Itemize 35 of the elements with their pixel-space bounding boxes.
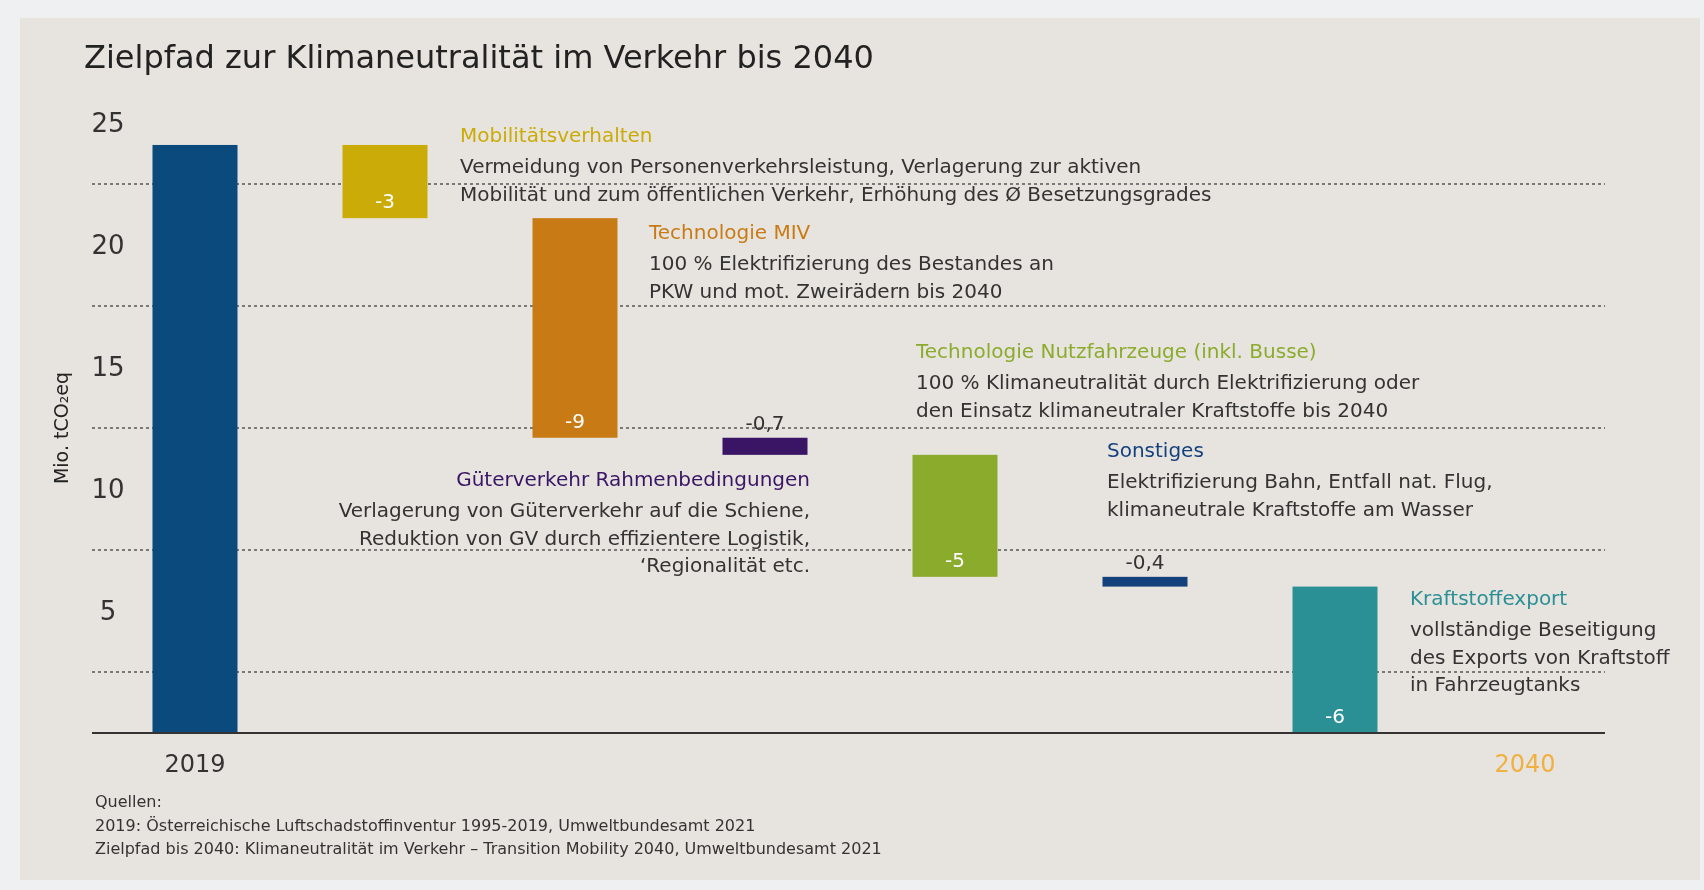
bar	[342, 144, 428, 219]
chart-title: Zielpfad zur Klimaneutralität im Verkehr bis 2040	[84, 38, 874, 76]
bar	[1102, 576, 1188, 587]
bar	[152, 144, 238, 733]
annotation: Güterverkehr Rahmenbedingungen	[456, 467, 810, 491]
data-label: -9	[565, 408, 585, 433]
data-label: -5	[945, 547, 965, 572]
annotation: Technologie Nutzfahrzeuge (inkl. Busse)	[915, 339, 1317, 363]
annotation: Mobilitätsverhalten	[460, 123, 653, 147]
annotation: Technologie MIV	[648, 220, 811, 244]
x-tick-label: 2019	[164, 750, 226, 778]
y-axis-title: Mio. tCO₂eq	[50, 371, 72, 485]
annotation: Sonstiges	[1107, 438, 1204, 462]
annotation: 100 % Elektrifizierung des Bestandes an PKW und mot. Zweirädern bis 2040	[649, 251, 1054, 303]
y-tick-label: 20	[91, 230, 125, 261]
data-label: -0,4	[1125, 549, 1165, 574]
annotation: Kraftstoffexport	[1410, 586, 1568, 610]
data-label: -6	[1325, 704, 1345, 728]
y-tick-label: 25	[91, 108, 125, 139]
x-tick-label: 2040	[1494, 750, 1556, 778]
bar	[532, 218, 618, 438]
annotation: vollständige Beseitigung des Exports von Kraftstoff in Fahrzeugtanks	[1410, 617, 1671, 696]
data-label: -3	[375, 189, 395, 214]
data-label: -0,7	[745, 410, 785, 435]
source-note: Quellen: 2019: Österreichische Luftschadstoffinventur 1995-2019, Umweltbundesamt 2021 Zielpfad bis 2040: Klimaneutralität im Verkehr – Transition Mobility 2040, Umweltbundesamt 2021	[95, 792, 882, 858]
y-tick-label: 10	[91, 474, 125, 505]
annotation: Elektrifizierung Bahn, Entfall nat. Flug, klimaneutrale Kraftstoffe am Wasser	[1107, 469, 1493, 521]
annotation: Vermeidung von Personenverkehrsleistung, Verlagerung zur aktiven Mobilität und zum öffentlichen Verkehr, Erhöhung des Ø Besetzungsgrades	[460, 154, 1212, 206]
y-tick-label: 5	[99, 596, 117, 627]
annotation: 100 % Klimaneutralität durch Elektrifizierung oder den Einsatz klimaneutraler Kraftstoffe bis 2040	[916, 370, 1420, 422]
bar	[722, 437, 808, 455]
y-tick-label: 15	[91, 352, 125, 383]
bar	[912, 454, 998, 577]
bar	[1292, 586, 1378, 733]
annotation: Verlagerung von Güterverkehr auf die Schiene, Reduktion von GV durch effizientere Logistik, ‘Regionalität etc.	[338, 498, 810, 577]
